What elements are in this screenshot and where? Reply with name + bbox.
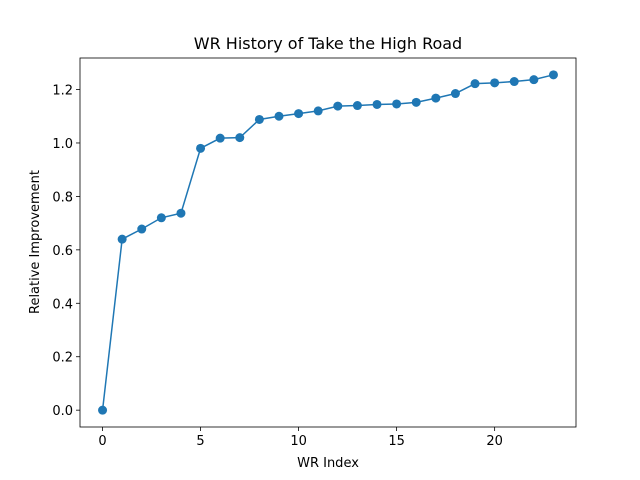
data-point bbox=[235, 133, 245, 143]
chart-title: WR History of Take the High Road bbox=[194, 34, 462, 53]
data-point bbox=[470, 79, 480, 89]
data-point bbox=[294, 109, 304, 119]
axes-frame bbox=[79, 57, 577, 428]
data-point bbox=[215, 133, 225, 143]
y-tick-label: 0.2 bbox=[52, 351, 73, 366]
x-tick-label: 5 bbox=[196, 434, 204, 449]
data-point bbox=[137, 224, 147, 234]
data-point bbox=[529, 75, 539, 85]
data-point bbox=[392, 99, 402, 109]
data-point bbox=[490, 78, 500, 88]
x-tick-label: 20 bbox=[486, 434, 503, 449]
data-point bbox=[548, 70, 558, 80]
data-point bbox=[176, 208, 186, 218]
y-tick-label: 1.0 bbox=[52, 137, 73, 152]
y-tick-label: 1.2 bbox=[52, 84, 73, 99]
data-point bbox=[313, 106, 323, 116]
y-tick-label: 0.4 bbox=[52, 297, 73, 312]
data-point bbox=[352, 101, 362, 111]
data-point bbox=[411, 97, 421, 107]
plot-area: 0 5 10 15 20 0.0 0.2 0.4 0.6 0.8 1.0 1.2 bbox=[52, 57, 577, 449]
data-point bbox=[254, 114, 264, 124]
y-axis-label: Relative Improvement bbox=[28, 170, 43, 314]
data-point bbox=[431, 93, 441, 103]
data-point bbox=[196, 143, 206, 153]
y-tick-label: 0.0 bbox=[52, 404, 73, 419]
data-point bbox=[509, 77, 519, 87]
x-tick-label: 15 bbox=[388, 434, 405, 449]
data-point bbox=[333, 101, 343, 111]
data-point bbox=[372, 99, 382, 109]
y-tick-label: 0.8 bbox=[52, 190, 73, 205]
x-axis-label: WR Index bbox=[297, 456, 359, 471]
data-point bbox=[156, 213, 166, 223]
x-tick-label: 0 bbox=[98, 434, 106, 449]
data-point bbox=[450, 89, 460, 99]
y-tick-label: 0.6 bbox=[52, 244, 73, 259]
data-point bbox=[274, 111, 284, 121]
x-tick-label: 10 bbox=[290, 434, 307, 449]
data-point bbox=[98, 405, 108, 415]
data-point bbox=[117, 234, 127, 244]
